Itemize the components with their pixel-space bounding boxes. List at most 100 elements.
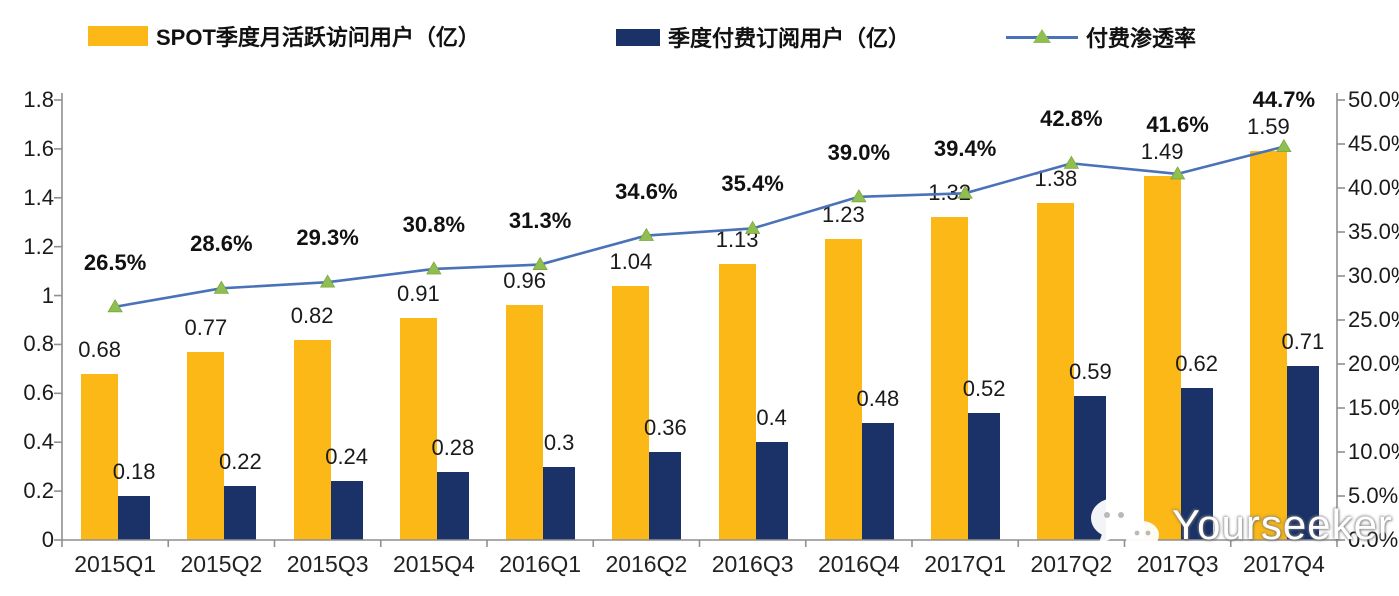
x-axis-label: 2016Q4	[817, 551, 900, 577]
y-axis-tick-label-left: 1	[41, 282, 54, 308]
paid-value-label: 0.62	[1175, 351, 1219, 377]
mau-bar	[399, 317, 437, 540]
y-axis-tick-label-right: 5.0%	[1348, 483, 1399, 508]
y-axis-tick-label-left: 0.8	[23, 331, 54, 357]
mau-legend-swatch	[88, 26, 148, 46]
paid-bar	[436, 471, 469, 540]
y-axis-tick-label-right: 40.0%	[1348, 175, 1399, 200]
paid-bar	[968, 412, 1001, 540]
penetration-marker	[319, 274, 336, 288]
paid-bar	[543, 466, 576, 540]
penetration-value-label: 39.0%	[827, 139, 891, 165]
y-axis-tick-label-left: 1.8	[23, 87, 54, 112]
penetration-value-label: 29.3%	[296, 225, 359, 251]
y-axis-tick-label-right: 15.0%	[1348, 395, 1399, 420]
penetration-marker	[213, 280, 230, 294]
y-axis-tick-label-right: 20.0%	[1348, 351, 1399, 376]
legend-item-mau: SPOT季度月活跃访问用户（亿）	[88, 20, 480, 52]
x-axis-label: 2016Q3	[711, 551, 794, 577]
paid-value-label: 0.71	[1281, 329, 1325, 355]
paid-bar	[330, 481, 363, 540]
y-axis-tick-label-left: 0.6	[23, 380, 54, 406]
mau-value-label: 1.38	[1034, 165, 1078, 191]
penetration-value-label: 42.8%	[1040, 106, 1103, 132]
mau-bar	[931, 217, 969, 540]
y-axis-tick-label-right: 50.0%	[1348, 87, 1399, 112]
paid-value-label: 0.18	[112, 459, 156, 484]
x-axis-label: 2017Q1	[924, 551, 1007, 577]
y-axis-tick-label-left: 0.4	[23, 429, 54, 455]
mau-value-label: 0.68	[78, 336, 122, 362]
penetration-value-label: 35.4%	[721, 171, 784, 197]
mau-value-label: 0.77	[184, 314, 228, 340]
paid-bar	[755, 442, 788, 540]
paid-value-label: 0.28	[431, 434, 475, 460]
penetration-value-label: 26.5%	[83, 249, 147, 275]
paid-bar	[118, 496, 151, 540]
penetration-marker	[1276, 138, 1292, 153]
mau-value-label: 0.91	[396, 280, 440, 306]
x-axis-label: 2015Q3	[286, 551, 369, 577]
mau-legend-label: SPOT季度月活跃访问用户（亿）	[156, 25, 480, 50]
x-axis-label: 2017Q3	[1136, 551, 1219, 577]
mau-bar	[718, 263, 756, 540]
penetration-legend-label: 付费渗透率	[1086, 26, 1197, 51]
mau-value-label: 1.49	[1140, 138, 1184, 164]
x-axis-label: 2016Q1	[499, 551, 582, 577]
penetration-value-label: 30.8%	[402, 211, 466, 237]
mau-value-label: 0.96	[503, 268, 547, 294]
mau-bar	[1037, 202, 1075, 540]
paid-bar	[861, 422, 894, 540]
y-axis-tick-label-left: 0	[41, 527, 54, 552]
mau-bar	[506, 305, 544, 540]
x-axis-label: 2015Q2	[180, 551, 263, 577]
y-axis-tick-label-left: 0.2	[23, 478, 54, 504]
penetration-legend-marker	[1006, 27, 1078, 47]
y-axis-tick-label-left: 1.6	[23, 135, 54, 161]
penetration-marker	[1169, 166, 1186, 180]
paid-value-label: 0.52	[962, 375, 1006, 401]
penetration-line	[114, 145, 1285, 309]
mau-value-label: 0.82	[290, 302, 334, 328]
y-axis-tick-label-right: 45.0%	[1348, 131, 1399, 156]
paid-value-label: 0.24	[325, 444, 369, 470]
penetration-value-label: 39.4%	[933, 136, 997, 162]
mau-value-label: 1.59	[1246, 114, 1290, 140]
mau-bar	[612, 285, 650, 540]
paid-value-label: 0.36	[643, 415, 687, 440]
legend-item-penetration: 付费渗透率	[1006, 21, 1196, 53]
paid-value-label: 0.48	[856, 385, 900, 411]
y-axis-tick-label-right: 10.0%	[1348, 439, 1399, 464]
paid-legend-swatch	[616, 28, 660, 46]
penetration-value-label: 31.3%	[508, 207, 572, 233]
x-axis-label: 2016Q2	[605, 551, 688, 577]
x-axis-label: 2015Q1	[74, 551, 157, 577]
penetration-marker	[1063, 155, 1080, 169]
penetration-marker	[851, 189, 867, 203]
paid-value-label: 0.4	[756, 405, 787, 431]
paid-legend-label: 季度付费订阅用户（亿）	[668, 26, 911, 51]
y-axis-tick-label-right: 35.0%	[1348, 219, 1399, 244]
penetration-value-label: 34.6%	[615, 178, 678, 204]
penetration-value-label: 44.7%	[1252, 87, 1316, 113]
penetration-value-label: 41.6%	[1146, 111, 1209, 137]
penetration-value-label: 28.6%	[190, 231, 253, 257]
mau-bar	[1143, 175, 1181, 540]
paid-value-label: 0.22	[218, 449, 262, 475]
penetration-marker	[744, 220, 761, 234]
penetration-marker	[532, 256, 548, 270]
y-axis-tick-label-left: 1.2	[23, 233, 54, 259]
y-axis-tick-label-right: 30.0%	[1348, 263, 1399, 288]
penetration-marker	[957, 185, 973, 199]
mau-bar	[81, 373, 119, 540]
mau-value-label: 1.04	[609, 248, 653, 274]
penetration-marker	[426, 261, 442, 275]
paid-bar	[1180, 388, 1213, 540]
paid-bar	[224, 486, 257, 540]
penetration-marker	[638, 227, 655, 241]
x-axis-label: 2017Q2	[1030, 551, 1113, 577]
legend-item-paid: 季度付费订阅用户（亿）	[616, 21, 910, 53]
penetration-marker	[107, 299, 123, 313]
